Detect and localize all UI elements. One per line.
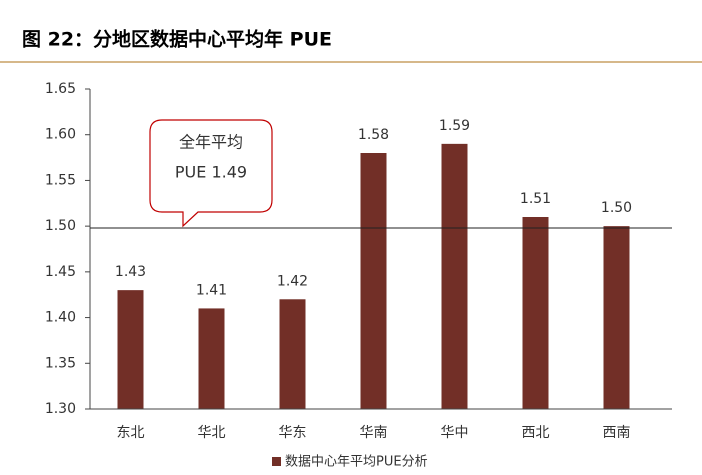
callout-box <box>149 119 273 228</box>
value-label: 1.42 <box>277 273 308 289</box>
x-tick-label: 华东 <box>279 425 307 441</box>
y-tick-label: 1.35 <box>45 355 76 371</box>
callout-text: 全年平均 <box>179 133 243 152</box>
x-tick-label: 华中 <box>441 425 469 441</box>
value-label: 1.50 <box>601 200 632 216</box>
chart-title: 图 22：分地区数据中心平均年 PUE <box>22 28 332 51</box>
bar <box>603 226 630 409</box>
y-tick-label: 1.65 <box>45 81 76 97</box>
bar <box>198 308 225 409</box>
bar <box>117 290 144 409</box>
x-tick-label: 西南 <box>603 425 631 441</box>
y-tick-label: 1.60 <box>45 127 76 143</box>
y-tick-label: 1.45 <box>45 264 76 280</box>
y-tick-label: 1.55 <box>45 172 76 188</box>
x-tick-label: 华南 <box>360 425 388 441</box>
x-tick-label: 西北 <box>522 425 550 441</box>
y-tick-label: 1.50 <box>45 218 76 234</box>
y-tick-label: 1.30 <box>45 401 76 417</box>
y-tick-label: 1.40 <box>45 310 76 326</box>
value-label: 1.59 <box>439 118 470 134</box>
bar <box>360 153 387 409</box>
legend-swatch <box>272 457 281 466</box>
bar <box>279 299 306 409</box>
bar <box>441 143 468 409</box>
value-label: 1.58 <box>358 127 389 143</box>
x-tick-label: 华北 <box>198 425 226 441</box>
callout-text: PUE 1.49 <box>175 163 247 182</box>
value-label: 1.51 <box>520 191 551 207</box>
bar <box>522 217 549 409</box>
x-tick-label: 东北 <box>117 425 145 441</box>
value-label: 1.41 <box>196 282 227 298</box>
legend-label: 数据中心年平均PUE分析 <box>285 455 428 470</box>
value-label: 1.43 <box>115 264 146 280</box>
